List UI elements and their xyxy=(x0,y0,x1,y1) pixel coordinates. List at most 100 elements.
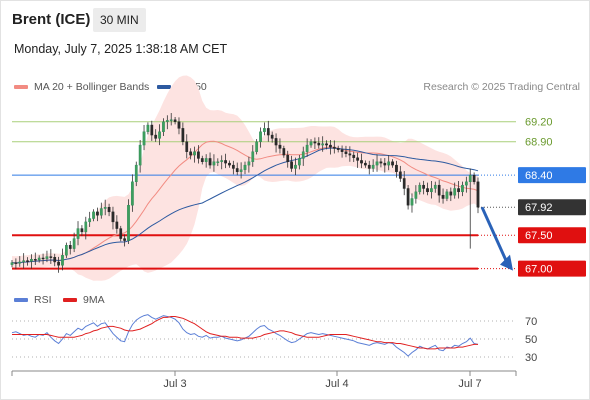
candle-up xyxy=(387,161,391,166)
candle-up xyxy=(193,151,196,156)
candle xyxy=(123,234,126,247)
candle-up xyxy=(433,184,437,189)
candle-down xyxy=(53,257,57,263)
candle xyxy=(453,182,457,199)
candle-up xyxy=(127,204,130,241)
candle xyxy=(476,177,480,214)
candle xyxy=(103,199,107,216)
candle-up xyxy=(61,255,64,266)
ma50-swatch xyxy=(157,85,171,90)
candle-up xyxy=(10,262,14,265)
candle xyxy=(80,225,84,237)
candle xyxy=(395,160,398,178)
candle xyxy=(165,115,169,130)
candle-down xyxy=(449,191,453,196)
candle xyxy=(146,122,150,135)
candle-down xyxy=(336,148,340,150)
candle-down xyxy=(111,211,115,223)
last-price-tag xyxy=(518,199,586,216)
candle-up xyxy=(461,184,464,193)
candle xyxy=(14,258,18,270)
candle-up xyxy=(72,238,76,249)
candle-up xyxy=(212,161,216,166)
candle xyxy=(235,162,239,176)
candle xyxy=(332,140,336,154)
candle xyxy=(72,232,76,253)
candle xyxy=(305,138,309,157)
pivot-label: 68.40 xyxy=(525,170,553,182)
candle xyxy=(290,155,293,172)
candle xyxy=(189,148,192,160)
candle xyxy=(96,207,99,222)
candle-down xyxy=(228,162,231,166)
candle xyxy=(107,203,111,217)
candle-up xyxy=(103,206,107,209)
candle xyxy=(321,136,325,152)
candle xyxy=(441,188,445,204)
candle-down xyxy=(344,151,348,154)
ma20-swatch xyxy=(14,85,28,90)
candle-down xyxy=(325,143,328,146)
candle-up xyxy=(247,161,251,166)
candle-up xyxy=(99,208,103,216)
candle-down xyxy=(402,178,406,189)
candle-down xyxy=(472,174,476,183)
candle xyxy=(138,139,142,173)
candle xyxy=(26,257,29,266)
candle-down xyxy=(181,128,185,142)
candle-down xyxy=(383,162,387,166)
candle-up xyxy=(18,261,22,264)
candle-up xyxy=(146,124,150,132)
candle-down xyxy=(231,164,235,169)
credit-text: Research © 2025 Trading Central xyxy=(423,81,580,93)
candle-down xyxy=(406,188,410,206)
bollinger-band xyxy=(12,75,478,281)
candle-up xyxy=(76,228,80,239)
candle-down xyxy=(426,188,429,193)
candle-down xyxy=(356,157,359,161)
candle xyxy=(216,158,220,167)
candle xyxy=(169,113,173,126)
candle-down xyxy=(14,262,18,264)
candle xyxy=(375,154,379,172)
rsi-level-label: 70 xyxy=(525,316,537,328)
candle xyxy=(33,252,37,266)
candle-up xyxy=(22,260,26,263)
candle-down xyxy=(49,256,53,258)
candle-down xyxy=(41,257,45,260)
candle-up xyxy=(138,144,142,166)
candle-up xyxy=(169,119,173,121)
candle-up xyxy=(216,161,220,163)
candle xyxy=(329,139,332,155)
instrument-title: Brent (ICE) xyxy=(12,11,91,28)
candle xyxy=(84,216,88,240)
candle xyxy=(200,155,204,165)
time-tick-label: Jul 7 xyxy=(458,378,481,390)
candle xyxy=(278,138,282,154)
candle-down xyxy=(317,142,321,146)
candle xyxy=(387,155,391,171)
candle xyxy=(371,159,375,172)
candle xyxy=(309,139,313,148)
candle-down xyxy=(282,148,286,156)
candle xyxy=(173,117,177,125)
candle xyxy=(228,160,231,168)
candle-up xyxy=(445,191,449,199)
candle-up xyxy=(84,221,88,233)
candle-down xyxy=(270,134,274,139)
candle xyxy=(154,129,158,142)
candle xyxy=(356,152,359,168)
candle xyxy=(464,176,468,193)
time-tick-label: Jul 4 xyxy=(325,378,348,390)
resistance-label: 69.20 xyxy=(525,117,553,129)
candle-up xyxy=(45,256,49,259)
candle xyxy=(251,145,255,167)
candle-up xyxy=(321,143,325,146)
candle xyxy=(65,242,68,258)
candle-up xyxy=(162,121,165,132)
candle xyxy=(18,256,22,267)
timeframe-button[interactable]: 30 MIN xyxy=(93,8,146,32)
candle xyxy=(406,185,410,210)
candle xyxy=(142,125,146,151)
